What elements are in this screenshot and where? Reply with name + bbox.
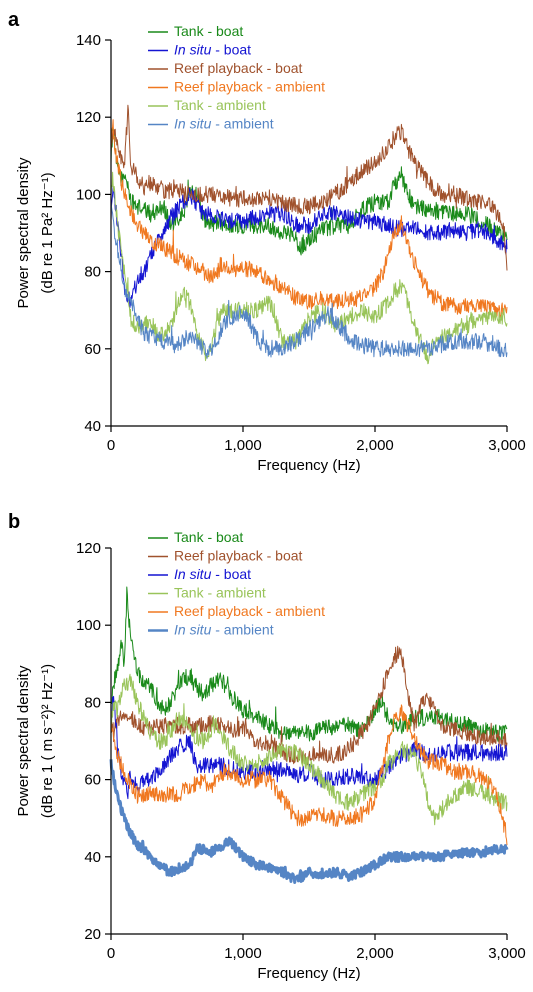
legend-entry-4: Reef playback - ambient: [174, 603, 325, 619]
legend-entry-4: Tank - ambient: [174, 97, 266, 113]
chart-panel-b: b 20 40 60 80 100 120 0 1,000 2,000 3,000 Frequency…: [8, 511, 526, 982]
legend-text: - boat: [211, 566, 251, 582]
legend-text: Tank - boat: [174, 23, 243, 39]
y-tick-label: 80: [84, 264, 101, 281]
legend-text: Tank - ambient: [174, 97, 266, 113]
series-line-3: [110, 673, 508, 826]
y-axis-label-line1: Power spectral density: [15, 157, 32, 308]
x-axis-label: Frequency (Hz): [257, 457, 360, 474]
legend-text: - boat: [211, 42, 251, 58]
x-tick-label: 2,000: [356, 437, 394, 454]
legend-text: Reef playback - boat: [174, 60, 303, 76]
legend-entry-2: In situ - boat: [174, 566, 251, 582]
x-axis-label: Frequency (Hz): [257, 965, 360, 982]
y-axis-label-line2: (dB re 1 ( m s⁻²)² Hz⁻¹): [39, 664, 56, 818]
y-tick-label: 20: [84, 926, 101, 943]
series-line-5: [110, 201, 508, 359]
y-tick-label: 40: [84, 418, 101, 435]
legend-italic: In situ: [174, 622, 212, 638]
y-tick-label: 60: [84, 341, 101, 358]
legend-entry-0: Tank - boat: [174, 529, 243, 545]
x-tick-label: 3,000: [488, 437, 526, 454]
legend-text: - ambient: [211, 116, 273, 132]
series-line-2: [110, 104, 508, 271]
y-axis-label-line2: (dB re 1 Pa² Hz⁻¹): [39, 172, 56, 293]
panel-letter: a: [8, 9, 20, 31]
x-tick-label: 3,000: [488, 945, 526, 962]
panel-letter: b: [8, 511, 20, 533]
legend: Tank - boat Reef playback - boat In situ -…: [148, 529, 325, 638]
x-tick-label: 0: [107, 945, 115, 962]
y-tick-label: 100: [76, 617, 101, 634]
series-line-1: [110, 645, 508, 766]
legend-italic: In situ: [174, 116, 212, 132]
legend-text: Tank - ambient: [174, 585, 266, 601]
y-tick-label: 60: [84, 772, 101, 789]
legend-entry-5: In situ - ambient: [174, 622, 274, 638]
series-line-4: [110, 171, 508, 365]
series-line-0: [111, 586, 508, 743]
legend-text: Reef playback - ambient: [174, 79, 325, 95]
legend-entry-5: In situ - ambient: [174, 116, 274, 132]
y-tick-label: 100: [76, 186, 101, 203]
legend-text: Reef playback - boat: [174, 548, 303, 564]
series-line-5: [109, 759, 509, 884]
legend-text: - ambient: [211, 622, 273, 638]
legend-entry-1: In situ - boat: [174, 42, 251, 58]
series-line-4: [110, 704, 508, 846]
chart-panel-a: a 40 60 80 100 120 140 0 1,000 2,000 3,000 Frequenc…: [8, 9, 526, 474]
y-tick-label: 120: [76, 540, 101, 557]
series-line-3: [110, 119, 508, 318]
y-tick-label: 40: [84, 849, 101, 866]
legend-entry-1: Reef playback - boat: [174, 548, 303, 564]
legend: Tank - boat In situ - boat Reef playback -…: [148, 23, 325, 132]
legend-italic: In situ: [174, 566, 212, 582]
x-tick-label: 1,000: [224, 945, 262, 962]
x-tick-label: 0: [107, 437, 115, 454]
y-axis-label-line1: Power spectral density: [15, 665, 32, 816]
y-tick-label: 120: [76, 109, 101, 126]
y-tick-label: 140: [76, 32, 101, 49]
y-tick-label: 80: [84, 694, 101, 711]
legend-entry-2: Reef playback - boat: [174, 60, 303, 76]
legend-text: Tank - boat: [174, 529, 243, 545]
legend-text: Reef playback - ambient: [174, 603, 325, 619]
series-line-1: [110, 186, 508, 308]
legend-italic: In situ: [174, 42, 212, 58]
series-line-2: [110, 695, 508, 800]
x-tick-label: 2,000: [356, 945, 394, 962]
legend-entry-3: Tank - ambient: [174, 585, 266, 601]
legend-entry-3: Reef playback - ambient: [174, 79, 325, 95]
x-tick-label: 1,000: [224, 437, 262, 454]
legend-entry-0: Tank - boat: [174, 23, 243, 39]
